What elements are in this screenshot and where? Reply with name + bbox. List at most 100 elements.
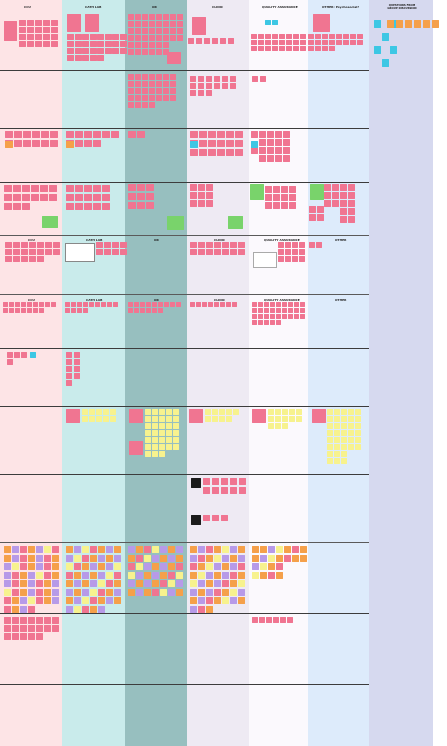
sticky-note[interactable]: [45, 302, 50, 307]
sticky-note[interactable]: [28, 546, 35, 553]
sticky-note[interactable]: [82, 48, 89, 54]
sticky-note[interactable]: [3, 302, 8, 307]
sticky-note[interactable]: [82, 563, 89, 570]
sticky-note[interactable]: [348, 208, 355, 215]
sticky-note[interactable]: [208, 149, 216, 156]
sticky-note[interactable]: [136, 563, 143, 570]
sticky-note[interactable]: [82, 571, 89, 579]
sticky-note[interactable]: [114, 580, 121, 587]
sticky-note[interactable]: [19, 34, 26, 40]
sticky-note[interactable]: [36, 563, 43, 570]
sticky-note[interactable]: [102, 185, 110, 192]
sticky-note[interactable]: [198, 192, 205, 199]
sticky-note[interactable]: [208, 302, 213, 307]
sticky-note[interactable]: [258, 34, 264, 39]
sticky-note[interactable]: [120, 249, 127, 255]
sticky-note[interactable]: [97, 34, 104, 40]
sticky-note[interactable]: [357, 34, 363, 39]
sticky-note[interactable]: [145, 451, 151, 457]
sticky-note[interactable]: [27, 27, 34, 33]
sticky-note[interactable]: [128, 302, 133, 307]
sticky-note[interactable]: [268, 571, 275, 579]
sticky-note[interactable]: [293, 46, 299, 51]
sticky-note[interactable]: [228, 216, 243, 229]
sticky-note[interactable]: [152, 409, 158, 415]
sticky-note[interactable]: [19, 41, 26, 47]
sticky-note[interactable]: [52, 563, 59, 570]
sticky-note[interactable]: [170, 88, 176, 94]
sticky-note[interactable]: [89, 302, 94, 307]
sticky-note[interactable]: [106, 563, 113, 570]
sticky-note[interactable]: [22, 185, 30, 192]
sticky-note[interactable]: [190, 141, 198, 148]
sticky-note[interactable]: [102, 131, 110, 138]
sticky-note[interactable]: [102, 194, 110, 201]
sticky-note[interactable]: [145, 416, 151, 422]
sticky-note[interactable]: [74, 546, 81, 553]
sticky-note[interactable]: [308, 34, 314, 39]
sticky-note[interactable]: [286, 34, 292, 39]
sticky-note[interactable]: [208, 131, 216, 138]
sticky-note[interactable]: [205, 409, 211, 415]
sticky-note[interactable]: [264, 314, 269, 319]
sticky-note[interactable]: [206, 563, 213, 570]
sticky-note[interactable]: [355, 437, 361, 443]
sticky-note[interactable]: [142, 74, 148, 80]
sticky-note[interactable]: [214, 83, 220, 89]
sticky-note[interactable]: [299, 249, 305, 255]
sticky-note[interactable]: [316, 242, 322, 248]
sticky-note[interactable]: [77, 302, 82, 307]
sticky-note[interactable]: [167, 216, 184, 230]
sticky-note[interactable]: [190, 605, 197, 613]
sticky-note[interactable]: [128, 308, 133, 313]
sticky-note[interactable]: [289, 409, 295, 415]
sticky-note[interactable]: [275, 409, 281, 415]
sticky-note[interactable]: [152, 451, 158, 457]
sticky-note[interactable]: [176, 571, 183, 579]
sticky-note[interactable]: [35, 20, 42, 26]
sticky-note[interactable]: [12, 605, 19, 613]
sticky-note[interactable]: [166, 437, 172, 443]
sticky-note[interactable]: [272, 20, 278, 25]
sticky-note[interactable]: [230, 249, 237, 255]
sticky-note[interactable]: [190, 563, 197, 570]
sticky-note[interactable]: [270, 308, 275, 313]
sticky-note[interactable]: [348, 409, 354, 415]
sketch-image[interactable]: [65, 243, 95, 262]
sticky-note[interactable]: [296, 416, 302, 422]
sticky-note[interactable]: [96, 249, 103, 255]
sticky-note[interactable]: [67, 48, 74, 54]
sticky-note[interactable]: [309, 214, 316, 221]
sticky-note[interactable]: [163, 74, 169, 80]
sticky-note[interactable]: [160, 571, 167, 579]
sticky-note[interactable]: [166, 409, 172, 415]
sticky-note[interactable]: [36, 546, 43, 553]
sticky-note[interactable]: [149, 14, 155, 20]
sticky-note[interactable]: [12, 633, 19, 640]
sticky-note[interactable]: [44, 554, 51, 562]
sticky-note[interactable]: [198, 546, 205, 553]
sticky-note[interactable]: [36, 588, 43, 596]
sticky-note[interactable]: [84, 203, 92, 210]
sticky-note[interactable]: [4, 194, 12, 201]
sticky-note[interactable]: [327, 437, 333, 443]
sticky-note[interactable]: [289, 202, 296, 209]
sticky-note[interactable]: [343, 34, 349, 39]
sticky-note[interactable]: [273, 617, 279, 623]
sketch-image[interactable]: [253, 252, 277, 268]
sticky-note[interactable]: [340, 192, 347, 199]
sticky-note[interactable]: [13, 242, 20, 248]
sticky-note[interactable]: [287, 617, 293, 623]
sticky-note[interactable]: [212, 38, 218, 44]
sticky-note[interactable]: [348, 192, 355, 199]
sticky-note[interactable]: [128, 571, 135, 579]
sticky-note[interactable]: [259, 155, 266, 162]
sticky-note[interactable]: [238, 546, 245, 553]
sticky-note[interactable]: [160, 588, 167, 596]
sticky-note[interactable]: [66, 131, 74, 138]
sticky-note[interactable]: [114, 571, 121, 579]
sticky-note[interactable]: [332, 200, 339, 207]
sticky-note[interactable]: [22, 194, 30, 201]
sticky-note[interactable]: [278, 256, 284, 262]
sticky-note[interactable]: [275, 423, 281, 429]
